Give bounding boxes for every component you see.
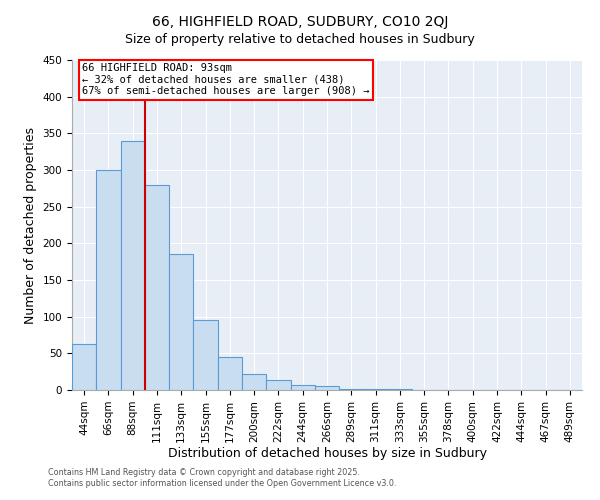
Bar (72, 344, 96, 390)
Bar (290, 385, 315, 390)
Bar (218, 357, 242, 390)
Bar (339, 388, 364, 390)
Bar (266, 380, 290, 390)
X-axis label: Distribution of detached houses by size in Sudbury: Distribution of detached houses by size … (167, 448, 487, 460)
Bar (193, 320, 218, 390)
Bar (169, 254, 193, 390)
Text: Size of property relative to detached houses in Sudbury: Size of property relative to detached ho… (125, 32, 475, 46)
Bar (315, 386, 339, 390)
Bar (145, 184, 169, 390)
Y-axis label: Number of detached properties: Number of detached properties (24, 126, 37, 324)
Bar (121, 140, 145, 390)
Bar (242, 374, 266, 390)
Text: 66, HIGHFIELD ROAD, SUDBURY, CO10 2QJ: 66, HIGHFIELD ROAD, SUDBURY, CO10 2QJ (152, 15, 448, 29)
Bar (96, 170, 121, 390)
Text: 66 HIGHFIELD ROAD: 93sqm
← 32% of detached houses are smaller (438)
67% of semi-: 66 HIGHFIELD ROAD: 93sqm ← 32% of detach… (82, 64, 370, 96)
Text: Contains HM Land Registry data © Crown copyright and database right 2025.
Contai: Contains HM Land Registry data © Crown c… (48, 468, 397, 487)
